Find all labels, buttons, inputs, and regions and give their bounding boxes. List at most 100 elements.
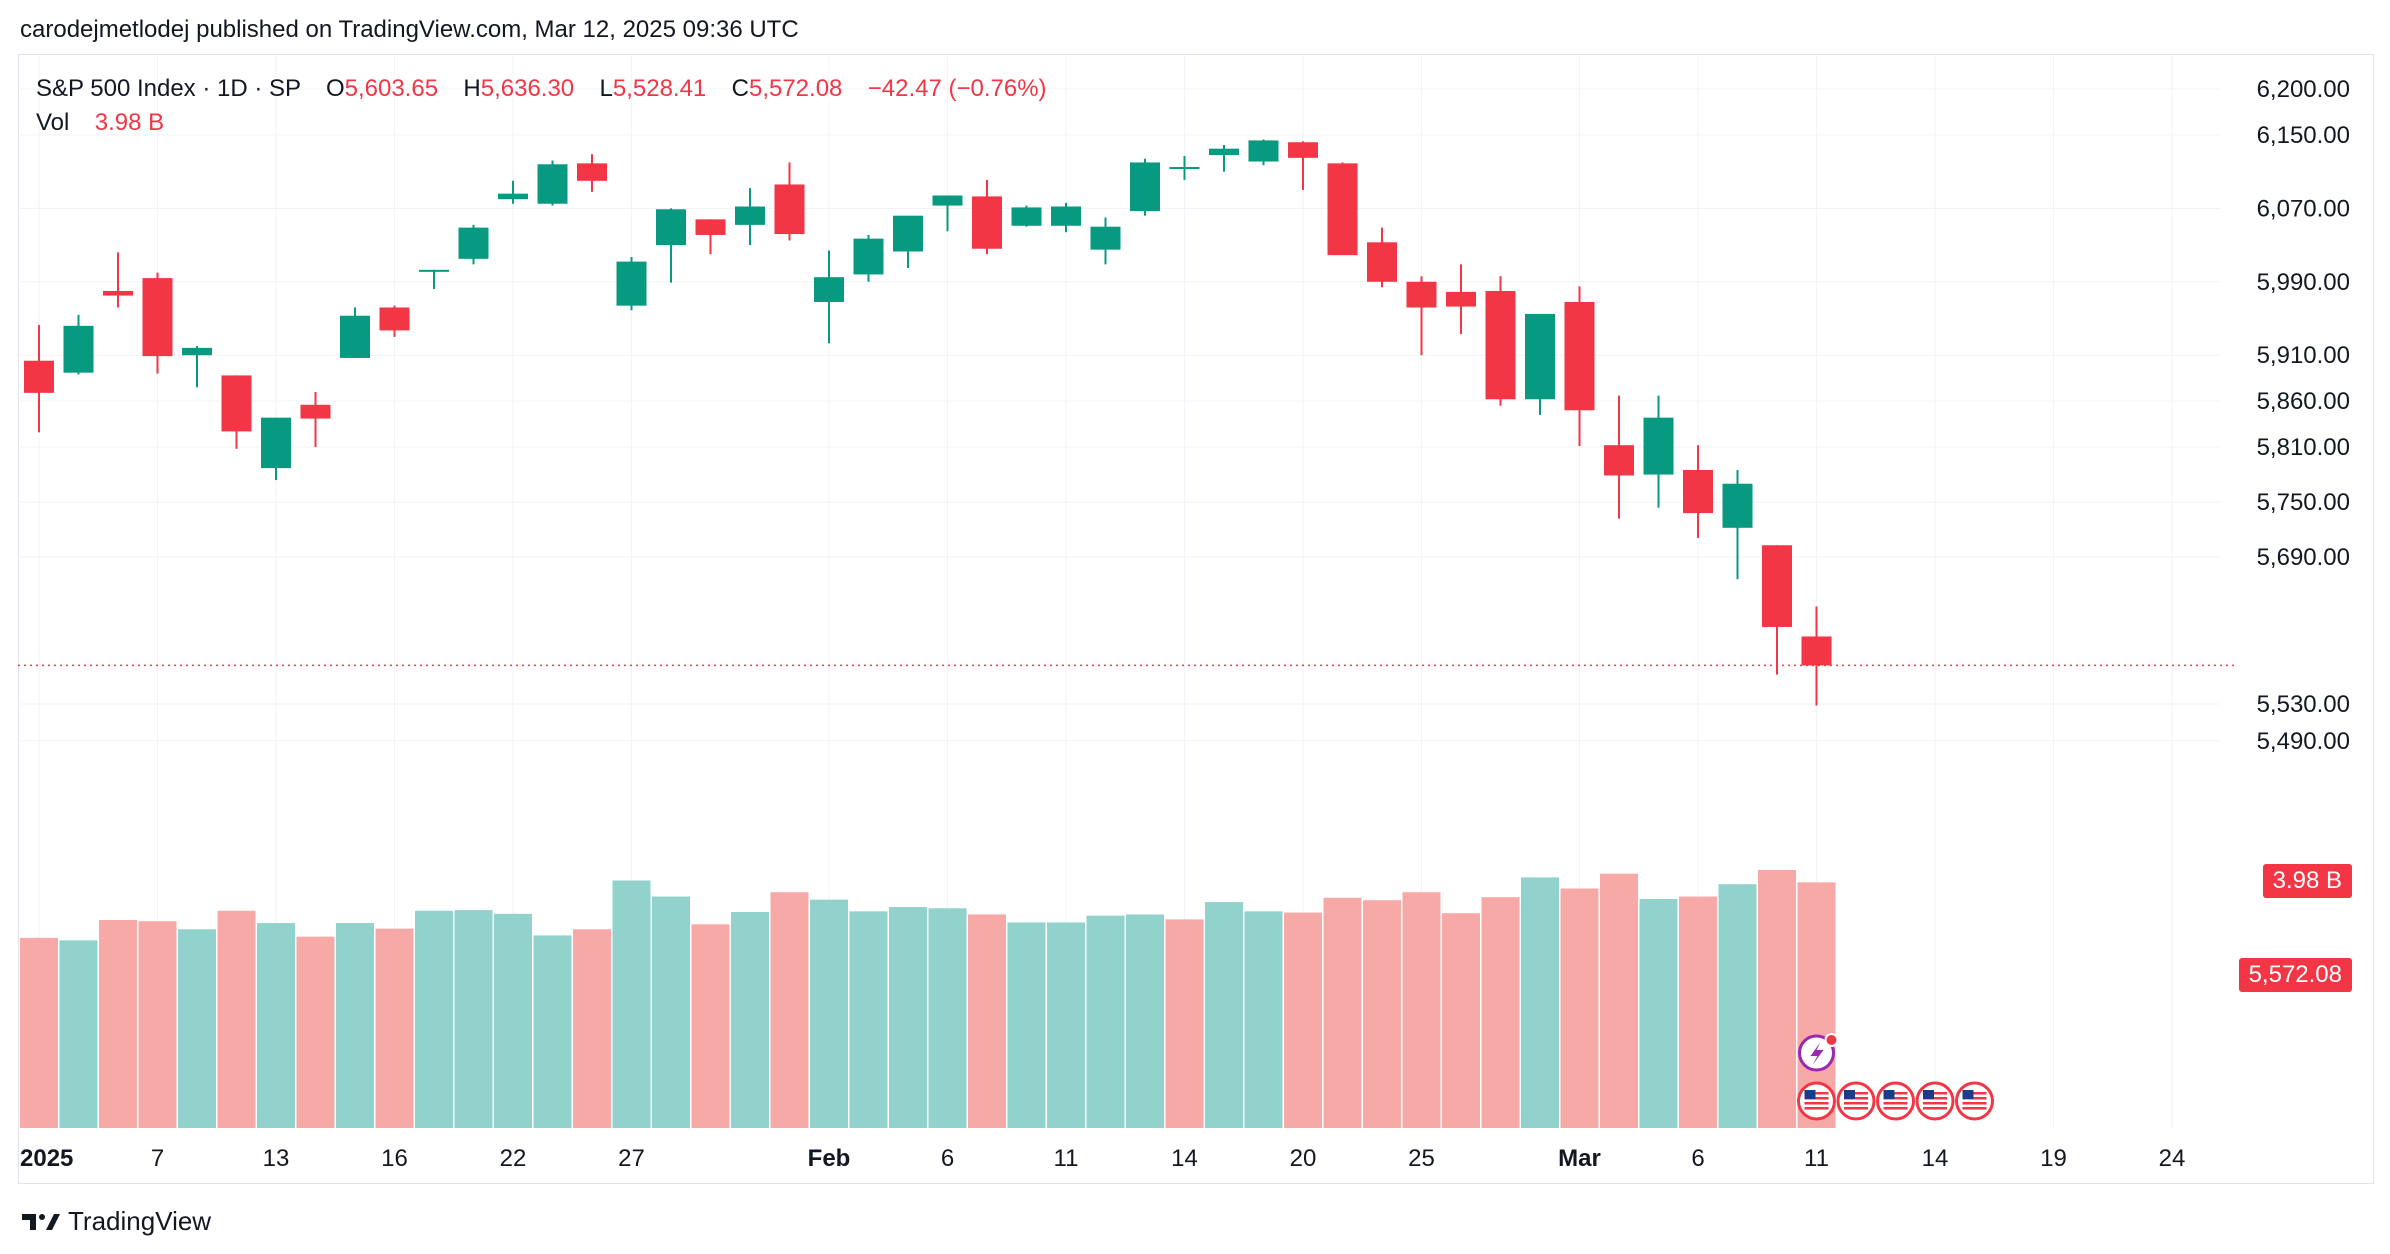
x-tick-label: Feb xyxy=(808,1145,851,1172)
y-tick-label: 5,990.00 xyxy=(2257,269,2350,296)
volume-bar xyxy=(1205,902,1243,1128)
close-value: 5,572.08 xyxy=(748,75,843,102)
candle-down xyxy=(221,375,252,432)
x-tick-label: 11 xyxy=(1054,1145,1079,1172)
volume-bar xyxy=(1758,870,1796,1128)
x-tick-label: 20 xyxy=(1290,1145,1317,1172)
x-tick-label: 13 xyxy=(263,1145,290,1172)
candle-down xyxy=(24,360,54,393)
volume-bar xyxy=(691,924,730,1128)
candle-up xyxy=(498,193,528,200)
change-value: −42.47 (−0.76%) xyxy=(867,75,1047,102)
flag-stripe xyxy=(1804,1107,1829,1110)
y-tick-label: 5,490.00 xyxy=(2257,728,2350,755)
publisher-line: carodejmetlodej published on TradingView… xyxy=(20,16,799,43)
candle-down xyxy=(695,219,726,235)
candle-up xyxy=(1248,140,1279,162)
us-flag-event-icon xyxy=(1836,1081,1876,1121)
candle-up xyxy=(182,347,212,356)
candle-up xyxy=(1011,207,1042,226)
flag-canton xyxy=(1804,1090,1816,1099)
volume-bar xyxy=(889,907,927,1128)
flag-canton xyxy=(1844,1090,1855,1099)
candle-up xyxy=(63,325,94,373)
x-tick-label: 22 xyxy=(500,1145,527,1172)
candle-down xyxy=(300,404,331,419)
volume-bar xyxy=(178,929,216,1128)
candle-down xyxy=(1683,469,1713,514)
flag-canton xyxy=(1883,1090,1895,1099)
volume-bar xyxy=(257,923,295,1128)
candle-up xyxy=(853,238,884,275)
candle-up xyxy=(1209,148,1239,156)
volume-value: 3.98 B xyxy=(94,109,165,136)
candle-down xyxy=(972,196,1002,249)
volume-bar xyxy=(1639,899,1678,1128)
flag-stripe xyxy=(1962,1092,1987,1095)
volume-bar xyxy=(928,908,967,1128)
candle-down xyxy=(379,307,410,331)
candle-up xyxy=(893,215,923,252)
ohlc-legend: S&P 500 Index · 1D · SP O5,603.65 H5,636… xyxy=(36,72,1047,140)
candles xyxy=(24,139,1832,706)
candle-up xyxy=(814,277,844,302)
flag-stripe xyxy=(1844,1107,1868,1110)
candle-down xyxy=(1604,445,1634,476)
candle-down xyxy=(1762,545,1792,627)
volume-bar xyxy=(1442,913,1480,1128)
y-tick-label: 6,150.00 xyxy=(2257,122,2350,149)
x-tick-label: 2025 xyxy=(20,1145,73,1172)
flag-stripe xyxy=(1923,1097,1947,1100)
volume-bar xyxy=(1126,914,1164,1128)
candle-up xyxy=(932,195,963,206)
volume-bar xyxy=(770,892,809,1128)
x-tick-label: Mar xyxy=(1558,1145,1601,1172)
symbol-label[interactable]: S&P 500 Index · 1D · SP xyxy=(36,75,301,102)
volume-bar xyxy=(20,937,58,1128)
volume-bar xyxy=(533,935,572,1128)
volume-bar xyxy=(1165,919,1204,1128)
candle-down xyxy=(103,290,133,296)
tradingview-brand[interactable]: TradingView xyxy=(20,1206,211,1237)
tradingview-logo-icon xyxy=(22,1213,60,1230)
volume-bar xyxy=(1284,912,1322,1128)
candle-up xyxy=(1525,313,1555,400)
candle-down xyxy=(1367,242,1397,282)
candle-up xyxy=(1090,226,1121,250)
x-axis: 2025 7 13 16 22 27 Feb 6 11 14 20 25 Mar 6 11 14 19 24 xyxy=(20,1145,2185,1172)
candle-down xyxy=(1446,291,1476,307)
event-markers xyxy=(1797,1033,1994,1121)
close-label: C xyxy=(731,75,749,102)
y-tick-label: 5,860.00 xyxy=(2257,388,2350,415)
x-tick-label: 7 xyxy=(151,1145,164,1172)
candle-up xyxy=(261,417,291,469)
volume-bars xyxy=(20,870,1836,1128)
candle-down xyxy=(577,163,607,181)
flag-stripe xyxy=(1804,1102,1829,1105)
volume-bar xyxy=(494,913,532,1128)
volume-bar xyxy=(1363,900,1401,1128)
flag-stripe xyxy=(1923,1092,1947,1095)
volume-bar xyxy=(99,919,137,1128)
flag-stripe xyxy=(1923,1107,1947,1110)
volume-bar xyxy=(1679,896,1717,1128)
x-tick-label: 6 xyxy=(941,1145,954,1172)
volume-bar xyxy=(296,936,335,1128)
y-axis: 5,490.00 5,530.00 5,690.00 5,750.00 5,810.00… xyxy=(2257,76,2350,755)
volume-bar xyxy=(217,910,256,1128)
volume-bar xyxy=(1521,877,1559,1128)
x-tick-label: 6 xyxy=(1691,1145,1704,1172)
x-tick-label: 27 xyxy=(618,1145,645,1172)
flag-stripe xyxy=(1962,1097,1987,1100)
y-tick-label: 5,530.00 xyxy=(2257,691,2350,718)
candle-up xyxy=(1722,483,1753,528)
volume-bar xyxy=(1323,897,1362,1128)
y-tick-label: 5,750.00 xyxy=(2257,489,2350,516)
flag-stripe xyxy=(1883,1107,1908,1110)
x-tick-label: 14 xyxy=(1922,1145,1949,1172)
candle-up xyxy=(1130,162,1160,212)
candle-down xyxy=(1327,163,1358,256)
volume-bar xyxy=(1481,897,1520,1128)
candle-up xyxy=(537,164,568,204)
